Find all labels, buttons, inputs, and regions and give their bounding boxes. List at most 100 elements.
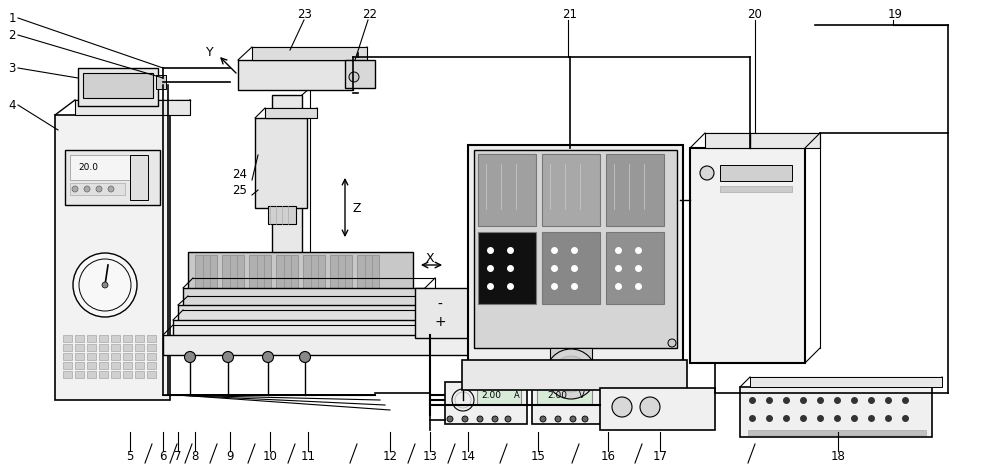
Circle shape <box>492 416 498 422</box>
Text: 11: 11 <box>301 451 316 463</box>
Text: V: V <box>579 392 585 400</box>
Bar <box>99 362 108 369</box>
Bar <box>705 133 820 148</box>
Bar <box>147 371 156 378</box>
Bar <box>330 255 352 290</box>
Text: 7: 7 <box>174 451 182 463</box>
Bar <box>99 335 108 342</box>
Text: +: + <box>434 315 446 329</box>
Bar <box>238 60 353 90</box>
Bar <box>720 186 792 192</box>
Text: 23: 23 <box>298 8 312 21</box>
Bar <box>606 154 664 226</box>
Bar <box>75 353 84 360</box>
Bar <box>255 118 307 208</box>
Bar <box>542 232 600 304</box>
Bar <box>63 371 72 378</box>
Bar <box>111 335 120 342</box>
Circle shape <box>477 416 483 422</box>
Circle shape <box>640 397 660 417</box>
Text: 17: 17 <box>652 451 668 463</box>
Bar <box>147 353 156 360</box>
Bar <box>537 388 592 404</box>
Circle shape <box>223 352 234 362</box>
Bar <box>99 371 108 378</box>
Bar <box>195 255 217 290</box>
Bar <box>135 362 144 369</box>
Circle shape <box>96 186 102 192</box>
Bar <box>123 362 132 369</box>
Text: 10: 10 <box>263 451 277 463</box>
Circle shape <box>462 416 468 422</box>
Circle shape <box>570 416 576 422</box>
Bar <box>111 344 120 351</box>
Bar <box>268 206 296 224</box>
Bar <box>123 335 132 342</box>
Circle shape <box>553 356 589 392</box>
Bar <box>135 353 144 360</box>
Text: 15: 15 <box>531 451 545 463</box>
Bar <box>188 252 413 292</box>
Bar <box>87 371 96 378</box>
Bar <box>75 335 84 342</box>
Bar <box>740 387 932 437</box>
Bar <box>750 377 942 387</box>
Bar <box>111 362 120 369</box>
Circle shape <box>300 352 311 362</box>
Bar <box>63 344 72 351</box>
Bar <box>156 75 166 89</box>
Bar <box>532 382 602 424</box>
Bar <box>147 362 156 369</box>
Circle shape <box>546 349 596 399</box>
Circle shape <box>700 166 714 180</box>
Text: X: X <box>426 251 434 265</box>
Bar <box>63 362 72 369</box>
Bar <box>462 360 687 390</box>
Circle shape <box>452 389 474 411</box>
Circle shape <box>185 352 196 362</box>
Bar <box>163 335 473 355</box>
Bar <box>252 47 367 60</box>
Text: 2.00: 2.00 <box>547 392 567 400</box>
Bar <box>75 344 84 351</box>
Bar <box>468 145 683 370</box>
Bar <box>87 362 96 369</box>
Text: 1: 1 <box>8 11 16 24</box>
Bar <box>99 344 108 351</box>
Text: 13: 13 <box>423 451 437 463</box>
Bar <box>474 150 677 348</box>
Circle shape <box>555 416 561 422</box>
Bar <box>748 430 926 435</box>
Circle shape <box>540 416 546 422</box>
Bar <box>477 388 521 404</box>
Bar <box>135 371 144 378</box>
Text: 4: 4 <box>8 99 16 111</box>
Text: Z: Z <box>353 202 361 214</box>
Bar <box>83 73 153 98</box>
Bar <box>78 68 158 106</box>
Bar <box>147 344 156 351</box>
Bar <box>178 305 433 323</box>
Text: 14: 14 <box>461 451 476 463</box>
Bar <box>272 95 302 345</box>
Bar <box>147 335 156 342</box>
Circle shape <box>263 352 274 362</box>
Bar <box>111 371 120 378</box>
Bar <box>135 335 144 342</box>
Circle shape <box>349 72 359 82</box>
Text: 18: 18 <box>831 451 845 463</box>
Bar <box>690 148 805 363</box>
Bar <box>75 371 84 378</box>
Text: -: - <box>438 298 442 312</box>
Text: 25: 25 <box>233 183 247 196</box>
Text: 24: 24 <box>233 169 248 181</box>
Text: 8: 8 <box>191 451 199 463</box>
Bar <box>478 154 536 226</box>
Bar <box>123 371 132 378</box>
Circle shape <box>73 253 137 317</box>
Bar <box>65 150 160 205</box>
Text: Y: Y <box>206 46 214 58</box>
Text: 22: 22 <box>363 8 378 21</box>
Bar <box>265 108 317 118</box>
Bar <box>357 255 379 290</box>
